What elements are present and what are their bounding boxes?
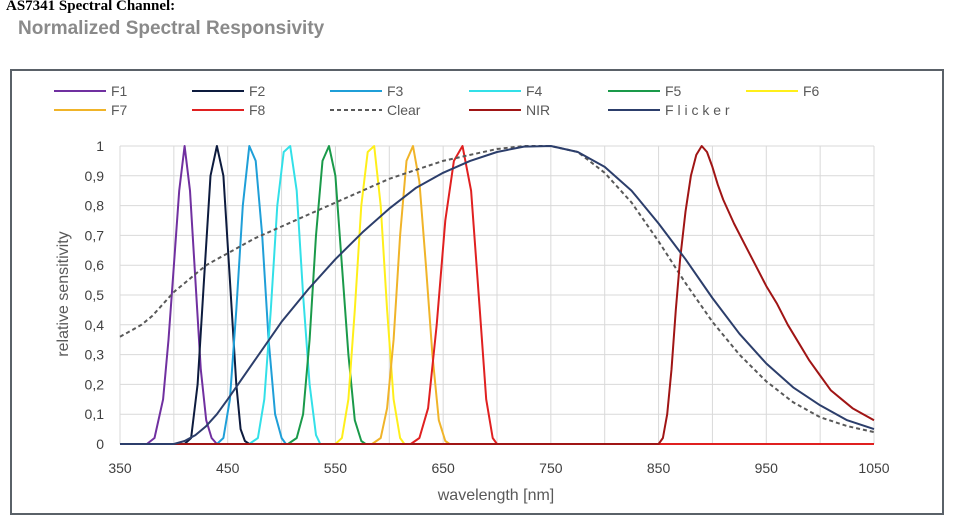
x-tick-label: 950: [755, 460, 779, 476]
x-axis-label: wavelength [nm]: [437, 487, 555, 504]
y-tick-label: 0: [96, 436, 104, 452]
x-tick-label: 350: [108, 460, 132, 476]
legend-label-f1: F1: [111, 83, 128, 99]
series-line-f5: [120, 145, 874, 445]
y-tick-label: 0,5: [85, 287, 105, 303]
series-line-f7: [120, 145, 874, 445]
legend-label-f6: F6: [803, 83, 820, 99]
y-tick-label: 0,9: [85, 168, 105, 184]
chart-frame: 0 0,1 0,2 0,3 0,4 0,5 0,6 0,7 0,8 0,9 1 350 450 550 65…: [10, 69, 944, 515]
y-tick-label: 1: [96, 138, 104, 154]
series-layer: [119, 145, 875, 445]
x-tick-label: 850: [647, 460, 671, 476]
series-line-flicker: [120, 145, 875, 445]
y-tick-label: 0,7: [85, 227, 105, 243]
y-tick-label: 0,6: [85, 257, 105, 273]
legend-label-f2: F2: [249, 83, 266, 99]
x-tick-label: 1050: [858, 460, 889, 476]
series-line-f6: [120, 145, 874, 445]
series-line-f3: [120, 145, 874, 445]
x-tick-label: 450: [216, 460, 240, 476]
y-tick-label: 0,4: [85, 317, 105, 333]
y-axis-label: relative sensitivity: [55, 231, 72, 356]
legend-label-flicker: F l i c k e r: [665, 102, 730, 118]
legend-label-f5: F5: [665, 83, 682, 99]
y-tick-label: 0,2: [85, 376, 105, 392]
legend-label-f8: F8: [249, 102, 266, 118]
legend-label-f7: F7: [111, 102, 128, 118]
x-tick-label: 650: [431, 460, 455, 476]
page-title: AS7341 Spectral Channel:: [6, 0, 176, 14]
x-tick-label: 550: [324, 460, 348, 476]
y-tick-label: 0,8: [85, 198, 105, 214]
chart-subtitle: Normalized Spectral Responsivity: [18, 18, 325, 39]
legend: F1 F2 F3 F4 F5 F6 F7 F8 Clear NIR F l i c k e r: [54, 83, 820, 118]
legend-label-f3: F3: [387, 83, 404, 99]
spectral-chart: 0 0,1 0,2 0,3 0,4 0,5 0,6 0,7 0,8 0,9 1 350 450 550 65…: [54, 83, 890, 504]
legend-label-f4: F4: [526, 83, 543, 99]
legend-label-clear: Clear: [387, 102, 421, 118]
axis-layer: 0 0,1 0,2 0,3 0,4 0,5 0,6 0,7 0,8 0,9 1 350 450 550 65…: [85, 138, 890, 476]
series-line-f1: [120, 145, 874, 445]
series-line-nir: [120, 145, 875, 445]
y-tick-label: 0,3: [85, 347, 105, 363]
series-line-f2: [120, 145, 874, 445]
y-tick-label: 0,1: [85, 406, 105, 422]
grid-layer: [119, 145, 875, 445]
x-tick-label: 750: [539, 460, 563, 476]
series-line-clear: [119, 145, 875, 434]
legend-label-nir: NIR: [526, 102, 550, 118]
series-line-f4: [120, 145, 874, 445]
series-line-f8: [120, 145, 874, 445]
